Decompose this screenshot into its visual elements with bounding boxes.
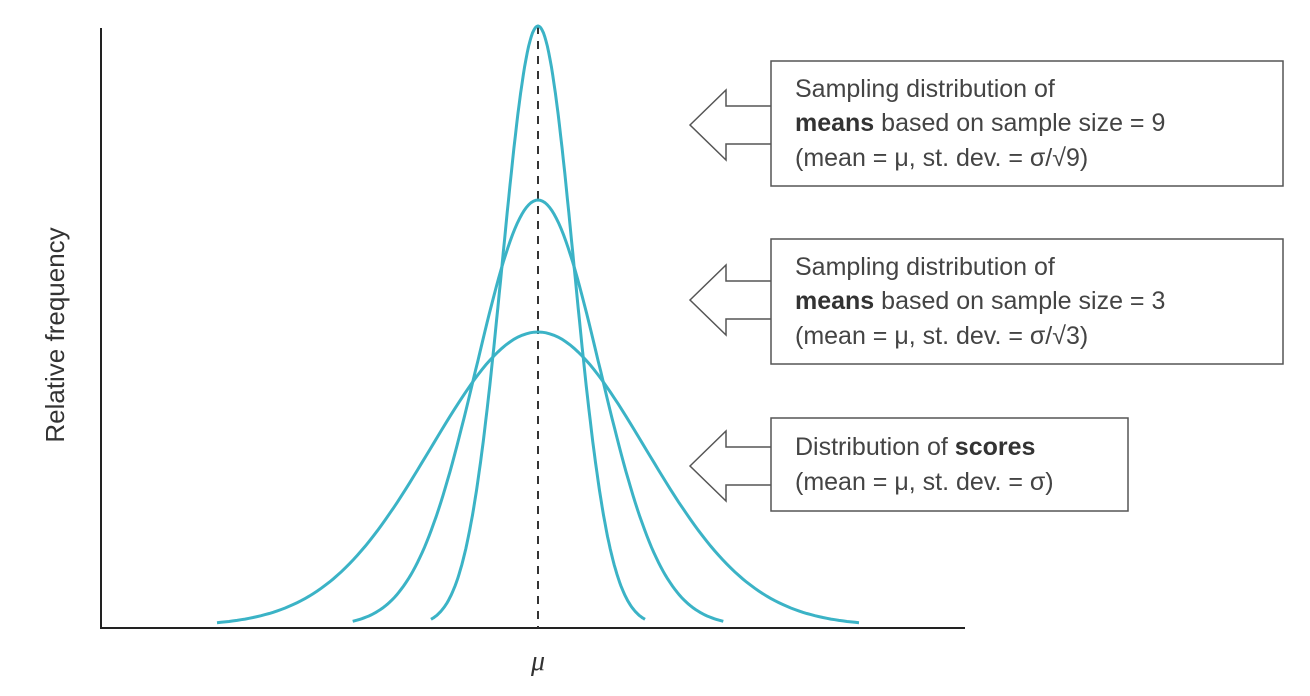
curves-group: [216, 24, 860, 625]
annotation-line-2-rest: based on sample size = 9: [874, 109, 1165, 137]
annotation-line-1-plain: Distribution of: [795, 433, 955, 461]
annotation-sample-size-9: Sampling distribution of means based on …: [688, 60, 1284, 187]
annotation-bold-scores: scores: [955, 433, 1036, 461]
annotation-sample-size-3: Sampling distribution of means based on …: [688, 238, 1284, 365]
annotation-line-3: (mean = μ, st. dev. = σ/√9): [795, 144, 1088, 172]
curve-sample-size-9: [430, 24, 646, 621]
arrow-icon: [688, 429, 773, 503]
annotation-line-2-rest: based on sample size = 3: [874, 287, 1165, 315]
annotation-line-1: Sampling distribution of: [795, 75, 1055, 103]
annotation-line-1: Sampling distribution of: [795, 253, 1055, 281]
arrow-icon: [688, 88, 773, 162]
curve-scores: [216, 330, 860, 625]
annotation-bold-means: means: [795, 109, 874, 137]
x-tick-label-mu: μ: [530, 646, 545, 677]
y-axis-label: Relative frequency: [40, 227, 70, 442]
annotation-line-2: (mean = μ, st. dev. = σ): [795, 468, 1054, 496]
annotation-line-2: means based on sample size = 9: [795, 109, 1165, 137]
annotation-box: [770, 60, 1284, 187]
annotation-bold-means: means: [795, 287, 874, 315]
annotation-box: [770, 238, 1284, 365]
annotation-line-3: (mean = μ, st. dev. = σ/√3): [795, 322, 1088, 350]
annotation-box: [770, 417, 1129, 512]
curve-sample-size-3: [352, 198, 724, 623]
annotation-line-2: means based on sample size = 3: [795, 287, 1165, 315]
annotation-line-1: Distribution of scores: [795, 433, 1035, 461]
annotation-scores: Distribution of scores (mean = μ, st. de…: [688, 417, 1129, 512]
arrow-icon: [688, 263, 773, 337]
